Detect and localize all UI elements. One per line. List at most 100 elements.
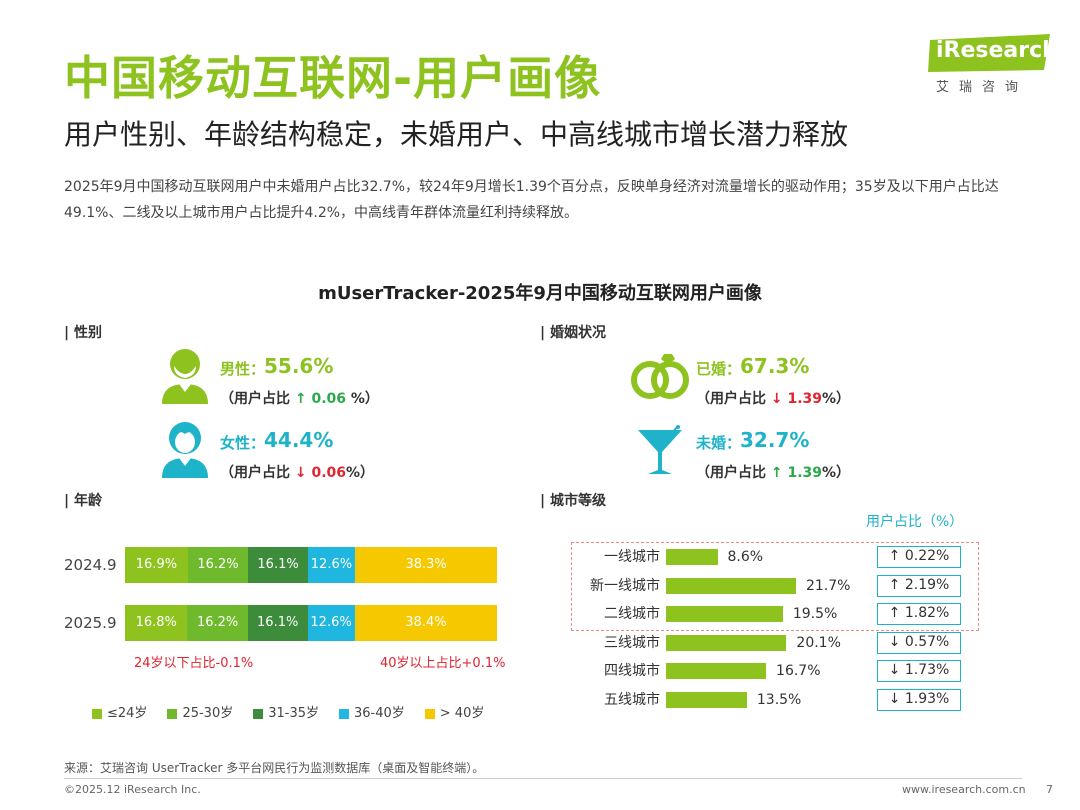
legend-label: 25-30岁 — [182, 706, 234, 721]
arrow-down-icon: ↓ — [888, 633, 901, 650]
age-bar-label: 16.1% — [257, 557, 299, 572]
city-change-badge: ↑ 1.82% — [877, 603, 961, 625]
city-change-badge: ↓ 1.73% — [877, 660, 961, 682]
age-bar-segment: 16.8% — [125, 605, 188, 641]
age-bar-segment: 16.9% — [125, 547, 188, 583]
logo-badge-icon — [928, 34, 1050, 72]
age-year-label: 2024.9 — [64, 556, 117, 574]
age-bar-segment: 16.2% — [187, 547, 249, 583]
city-change-badge: ↑ 0.22% — [877, 546, 961, 568]
city-value-label: 21.7% — [806, 577, 851, 594]
age-bar-label: 12.6% — [310, 615, 352, 630]
legend-swatch — [424, 708, 435, 719]
married-change: 1.39 — [787, 391, 823, 407]
city-value-label: 19.5% — [792, 606, 838, 622]
age-note-under24: 24岁以下占比-0.1% — [134, 656, 254, 671]
footer-divider — [64, 778, 1022, 779]
female-share: （用户占比 ↓ 0.06%） — [220, 462, 374, 482]
male-value: 55.6% — [264, 354, 334, 378]
age-bar-label: 16.1% — [257, 615, 299, 630]
city-name-label: 三线城市 — [604, 634, 660, 651]
city-value-label: 16.7% — [776, 663, 821, 679]
legend-item: > 40岁 — [424, 702, 485, 721]
male-user-icon — [162, 349, 208, 404]
arrow-down-icon: ↓ — [294, 465, 307, 481]
city-bar-chart: 一线城市 8.6% ↑ 0.22% 新一线城市 21.7% ↑ 2.19% 二线城市 19.5… — [560, 546, 980, 716]
arrow-down-icon: ↓ — [888, 690, 901, 707]
age-bar-label: 38.4% — [405, 615, 447, 630]
wedding-rings-icon — [631, 354, 689, 399]
age-bar-label: 16.2% — [196, 615, 239, 630]
city-unit-label: 用户占比（%） — [866, 514, 964, 530]
single-value: 32.7% — [740, 428, 810, 452]
age-bar-segment: 38.3% — [354, 547, 498, 583]
city-bar — [666, 663, 767, 679]
city-change-value: 0.57% — [900, 633, 950, 650]
section-marital: | 婚姻状况 — [540, 325, 606, 341]
website-link[interactable]: www.iresearch.com.cn — [902, 783, 1026, 796]
age-bar-label: 38.3% — [405, 557, 447, 572]
city-value-label: 13.5% — [756, 691, 802, 708]
arrow-up-icon: ↑ — [888, 548, 901, 564]
female-label: 女性： — [220, 434, 266, 452]
age-legend: ≤24岁 25-30岁 31-35岁 36-40岁 > 40岁 — [92, 702, 484, 721]
city-bar — [666, 549, 718, 565]
city-change-value: 2.19% — [900, 576, 950, 593]
married-share-suffix: %） — [822, 391, 851, 407]
arrow-up-icon: ↑ — [294, 391, 307, 407]
page-title: 中国移动互联网-用户画像 — [64, 51, 602, 105]
legend-swatch — [253, 708, 264, 719]
page-description: 2025年9月中国移动互联网用户中未婚用户占比32.7%，较24年9月增长1.3… — [64, 179, 999, 221]
legend-label: ≤24岁 — [107, 706, 148, 721]
city-bar — [666, 577, 796, 594]
city-bar — [666, 606, 783, 622]
page-number: 7 — [1046, 783, 1053, 796]
single-share-prefix: （用户占比 — [696, 465, 771, 481]
chart-title: mUserTracker-2025年9月中国移动互联网用户画像 — [318, 283, 762, 304]
age-bar-segment: 16.1% — [248, 547, 309, 583]
cocktail-glass-icon — [638, 425, 682, 474]
married-value: 67.3% — [740, 354, 810, 378]
age-note-over40: 40岁以上占比+0.1% — [380, 656, 506, 671]
male-share-prefix: （用户占比 — [220, 391, 295, 407]
section-gender: | 性别 — [64, 325, 102, 341]
legend-item: ≤24岁 — [92, 702, 147, 721]
single-label: 未婚： — [696, 434, 742, 452]
section-city: | 城市等级 — [540, 493, 606, 509]
city-change-value: 0.22% — [900, 548, 950, 564]
arrow-up-icon: ↑ — [888, 605, 901, 621]
city-change-badge: ↑ 2.19% — [877, 574, 961, 597]
age-bar-label: 16.2% — [197, 557, 239, 572]
female-change: 0.06 — [311, 465, 347, 481]
age-bar-segment: 38.4% — [354, 605, 498, 641]
source-note: 来源：艾瑞咨询 UserTracker 多平台网民行为监测数据库（桌面及智能终端… — [64, 761, 485, 775]
single-change: 1.39 — [787, 465, 823, 481]
city-value-label: 8.6% — [727, 549, 764, 565]
married-share: （用户占比 ↓ 1.39%） — [696, 388, 850, 408]
single-share-suffix: %） — [822, 465, 851, 481]
single-share: （用户占比 ↑ 1.39%） — [696, 462, 850, 482]
legend-item: 25-30岁 — [167, 702, 233, 721]
age-bar-segment: 16.1% — [247, 605, 308, 641]
legend-label: 36-40岁 — [354, 706, 405, 721]
legend-label: > 40岁 — [439, 706, 485, 721]
male-label: 男性： — [220, 360, 266, 378]
legend-swatch — [167, 708, 178, 719]
age-bar-segment: 12.6% — [308, 547, 355, 583]
arrow-down-icon: ↓ — [770, 391, 783, 407]
married-label: 已婚： — [696, 360, 742, 378]
city-name-label: 一线城市 — [604, 549, 660, 565]
legend-item: 36-40岁 — [339, 702, 405, 721]
logo-chinese: 艾瑞咨询 — [936, 80, 1029, 95]
age-bar-label: 16.8% — [135, 615, 177, 630]
age-bar-segment: 12.6% — [307, 605, 355, 641]
city-change-value: 1.73% — [900, 662, 950, 678]
legend-label: 31-35岁 — [268, 706, 319, 721]
age-bar-segment: 16.2% — [187, 605, 248, 641]
iresearch-logo: iResearch 艾瑞咨询 — [928, 34, 1058, 98]
logo-brand: iResearch — [936, 38, 1058, 63]
legend-swatch — [339, 708, 349, 719]
city-bar — [666, 691, 747, 708]
city-name-label: 新一线城市 — [590, 577, 660, 594]
city-bar — [666, 634, 787, 651]
